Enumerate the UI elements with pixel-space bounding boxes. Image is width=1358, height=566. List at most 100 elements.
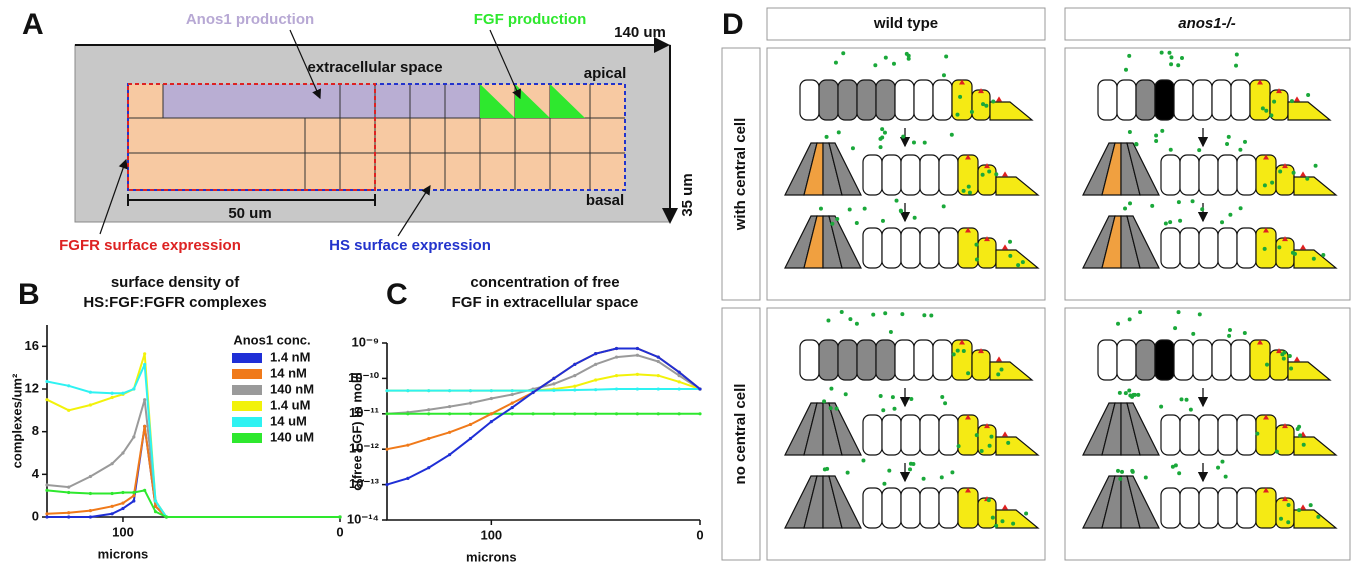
cell: [1236, 414, 1257, 456]
data-point: [385, 412, 389, 416]
cell: [1192, 79, 1213, 121]
axis: [386, 343, 700, 521]
fgf-dot: [1127, 130, 1132, 135]
fgf-dot: [1167, 50, 1172, 55]
fgf-dot: [1297, 508, 1302, 513]
red-mark: [1282, 423, 1288, 429]
fgf-dot: [966, 184, 971, 189]
data-point: [427, 408, 431, 412]
yellow-cell: [977, 497, 997, 529]
red-mark: [1002, 244, 1008, 250]
cell: [881, 414, 902, 456]
annotation: Anos1 production: [186, 11, 314, 28]
data-point: [110, 395, 114, 400]
cell: [919, 227, 940, 269]
fgf-dot: [922, 140, 927, 145]
fgf-dot: [1260, 106, 1265, 111]
column-header: [1064, 7, 1351, 41]
data-point: [448, 430, 452, 434]
data-point: [143, 398, 147, 402]
fgf-dot: [909, 396, 914, 401]
red-mark: [1263, 414, 1269, 420]
data-point: [531, 390, 535, 395]
fgf-dot: [941, 204, 946, 209]
fgf-dot: [1274, 449, 1279, 454]
legend-label: 14 nM: [270, 365, 307, 380]
series-line: [386, 347, 701, 486]
data-point: [656, 412, 660, 416]
annotation: apical: [584, 65, 627, 82]
fgf-dot: [854, 321, 859, 326]
data-point: [121, 506, 125, 511]
annotation: FGFR surface expression: [59, 237, 241, 254]
data-point: [143, 488, 147, 492]
data-point: [45, 483, 49, 487]
red-mark: [1276, 348, 1282, 354]
scale-label: 50 um: [228, 205, 271, 222]
legend-label: 140 uM: [270, 429, 314, 444]
fgf-dot: [955, 112, 960, 117]
fgf-dot: [929, 313, 934, 318]
red-mark: [1282, 496, 1288, 502]
data-point: [677, 412, 681, 416]
red-mark: [959, 339, 965, 345]
yellow-tail: [1287, 101, 1332, 121]
data-point: [594, 378, 598, 382]
fgf-dot: [878, 394, 883, 399]
data-point: [635, 353, 640, 357]
data-point: [143, 424, 147, 428]
cell: [932, 79, 953, 121]
data-point: [635, 372, 640, 376]
cell: [875, 79, 896, 121]
data-point: [677, 380, 681, 384]
legend-swatch: [232, 385, 262, 395]
fgf-dot: [882, 481, 887, 486]
red-mark: [1257, 339, 1263, 345]
legend-swatch: [232, 353, 262, 363]
y-tick-label: 16: [25, 338, 39, 353]
data-point: [67, 511, 71, 515]
yellow-cell: [957, 227, 979, 269]
cell: [1173, 339, 1194, 381]
fgf-dot: [1176, 310, 1181, 315]
cell: [1217, 487, 1238, 529]
fgf-dot: [1024, 511, 1029, 516]
fgf-dot: [894, 198, 899, 203]
fgf-dot: [1163, 221, 1168, 226]
fgf-dot: [1150, 203, 1155, 208]
cell: [1179, 487, 1200, 529]
fgf-dot: [1130, 394, 1135, 399]
data-point: [110, 491, 114, 496]
fgf-dot: [1173, 326, 1178, 331]
data-point: [45, 512, 49, 516]
data-point: [406, 476, 410, 480]
red-mark: [1294, 356, 1300, 362]
fgf-dot: [1170, 464, 1175, 469]
data-point: [110, 512, 114, 516]
fgf-dot: [1116, 321, 1121, 326]
red-mark: [965, 227, 971, 233]
placode-cell: [828, 215, 862, 269]
fgf-dot: [911, 140, 916, 145]
data-point: [468, 422, 473, 427]
red-mark: [984, 163, 990, 169]
fgf-dot: [951, 352, 956, 357]
cell: [1097, 79, 1118, 121]
data-point: [385, 447, 389, 451]
data-point: [510, 389, 514, 393]
legend-label: 14 uM: [270, 413, 307, 428]
fgf-dot: [880, 218, 885, 223]
data-point: [45, 488, 49, 492]
data-point: [573, 362, 577, 366]
fgf-dot: [818, 206, 823, 211]
column-label: wild type: [873, 15, 938, 32]
data-point: [448, 389, 452, 393]
fgf-dot: [1136, 392, 1141, 397]
data-point: [656, 359, 660, 364]
fgf-dot: [901, 134, 906, 139]
fgf-dot: [1270, 180, 1275, 185]
cell: [1160, 227, 1181, 269]
yellow-tail: [1293, 436, 1338, 456]
row-header: [721, 307, 761, 561]
pointer: [489, 29, 522, 100]
